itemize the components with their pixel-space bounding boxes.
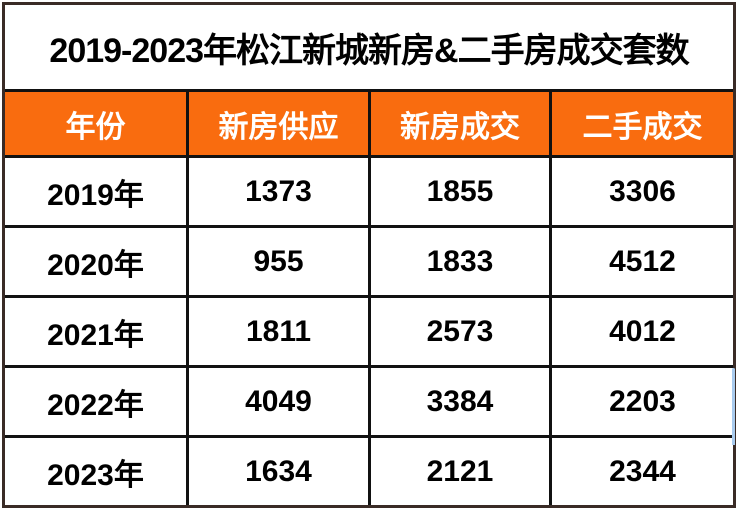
value-cell: 955 bbox=[186, 228, 368, 295]
value-cell: 1811 bbox=[186, 298, 368, 365]
table-row-2021: 2021年 1811 2573 4012 bbox=[5, 295, 733, 365]
year-cell: 2020年 bbox=[47, 248, 144, 282]
value-cell: 2573 bbox=[368, 298, 549, 365]
value-cell: 2121 bbox=[368, 438, 549, 505]
page-title: 2019-2023年松江新城新房&二手房成交套数 bbox=[5, 5, 733, 92]
header-cell-year: 年份 bbox=[65, 110, 126, 144]
header-row: 年份 新房供应 新房成交 二手成交 bbox=[5, 92, 733, 155]
year-cell: 2022年 bbox=[47, 388, 144, 422]
year-cell: 2019年 bbox=[47, 178, 144, 212]
value-cell: 3384 bbox=[368, 368, 549, 435]
header-cell-new-deals: 新房成交 bbox=[368, 92, 549, 155]
value-cell: 1833 bbox=[368, 228, 549, 295]
value-cell: 1855 bbox=[368, 158, 549, 225]
year-cell: 2023年 bbox=[47, 458, 144, 492]
year-cell: 2021年 bbox=[47, 318, 144, 352]
header-cell-new-supply: 新房供应 bbox=[186, 92, 368, 155]
table-row-2019: 2019年 1373 1855 3306 bbox=[5, 155, 733, 225]
table-row-2022: 2022年 4049 3384 2203 bbox=[5, 365, 733, 435]
value-cell: 1373 bbox=[186, 158, 368, 225]
value-cell: 2203 bbox=[549, 368, 733, 435]
value-cell: 2344 bbox=[549, 438, 733, 505]
table-frame: 2019-2023年松江新城新房&二手房成交套数 年份 新房供应 新房成交 二手… bbox=[2, 2, 736, 508]
selection-highlight bbox=[732, 368, 735, 445]
table-row-2023: 2023年 1634 2121 2344 bbox=[5, 435, 733, 505]
value-cell: 4049 bbox=[186, 368, 368, 435]
value-cell: 4512 bbox=[549, 228, 733, 295]
table-row-2020: 2020年 955 1833 4512 bbox=[5, 225, 733, 295]
header-cell-secondhand-deals: 二手成交 bbox=[549, 92, 733, 155]
value-cell: 3306 bbox=[549, 158, 733, 225]
transactions-table: 年份 新房供应 新房成交 二手成交 2019年 1373 1855 3306 2… bbox=[5, 92, 733, 505]
value-cell: 4012 bbox=[549, 298, 733, 365]
value-cell: 1634 bbox=[186, 438, 368, 505]
